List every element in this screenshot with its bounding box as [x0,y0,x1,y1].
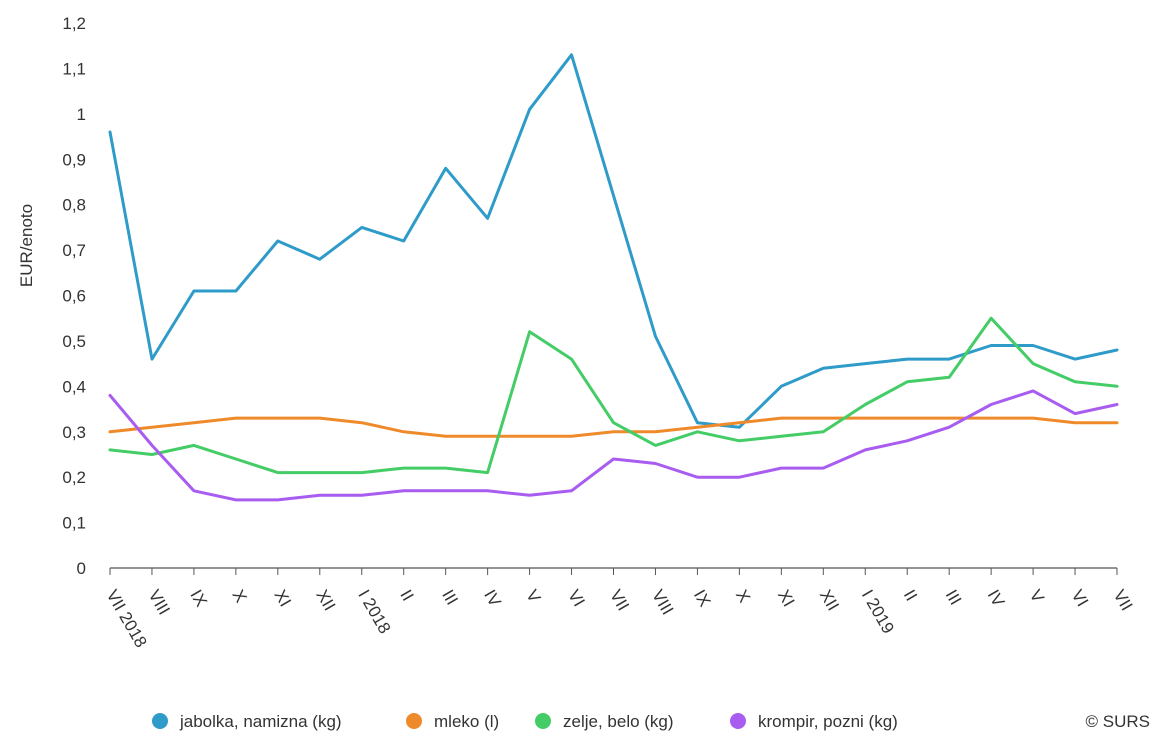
y-tick-label: 0,1 [62,514,86,533]
credit-label: © SURS [1086,712,1150,731]
legend-marker [730,713,746,729]
y-tick-label: 0,5 [62,332,86,351]
y-tick-label: 1,2 [62,14,86,33]
x-tick-label: II [396,587,417,605]
series-lines [108,53,1119,502]
x-tick-label: III [438,587,462,609]
x-tick-label: IV [984,587,1009,611]
x-tick-label: V [1026,587,1048,607]
x-tick-label: VII [606,587,633,615]
x-tick-label: III [942,587,966,609]
legend-item[interactable]: jabolka, namizna (kg) [152,712,342,731]
legend-item[interactable]: zelje, belo (kg) [535,712,674,731]
x-tick-label: IX [186,587,210,610]
x-tick-label: IV [480,587,505,611]
series-line [108,316,1119,475]
x-tick-label: X [732,587,754,606]
y-tick-label: 0,8 [62,196,86,215]
y-tick-label: 0 [77,559,86,578]
x-tick-label: VI [1068,587,1092,610]
x-tick-label: XII [312,587,339,615]
y-tick-label: 0,2 [62,468,86,487]
x-tick-label: II [900,587,921,605]
y-tick-label: 0,9 [62,150,86,169]
legend-label: jabolka, namizna (kg) [179,712,342,731]
x-tick-label: XI [774,587,798,610]
y-tick-label: 0,7 [62,241,86,260]
x-tick-label: XI [270,587,294,610]
legend[interactable]: jabolka, namizna (kg) mleko (l) zelje, bel… [152,712,898,731]
y-tick-label: 1,1 [62,59,86,78]
y-axis-title: EUR/enoto [17,204,36,287]
legend-marker [406,713,422,729]
series-line [108,416,1119,438]
legend-item[interactable]: krompir, pozni (kg) [730,712,898,731]
legend-label: zelje, belo (kg) [563,712,674,731]
x-tick-label: VIII [648,587,677,619]
x-tick-label: X [228,587,250,606]
x-tick-label: VII [1110,587,1137,615]
legend-label: krompir, pozni (kg) [758,712,898,731]
x-tick-label: V [522,587,544,607]
x-tick-label: VII 2018 [103,587,151,651]
x-tick-label: VIII [144,587,173,619]
x-tick-label: I 2018 [354,587,394,637]
x-tick-label: VI [564,587,588,610]
legend-label: mleko (l) [434,712,499,731]
x-tick-label: IX [690,587,714,610]
legend-marker [535,713,551,729]
x-tick-label: XII [816,587,843,615]
x-tick-label: I 2019 [858,587,898,637]
legend-marker [152,713,168,729]
y-tick-label: 0,3 [62,423,86,442]
legend-item[interactable]: mleko (l) [406,712,499,731]
axes [109,567,1118,575]
y-tick-label: 0,4 [62,377,86,396]
y-tick-label: 0,6 [62,287,86,306]
y-axis-ticks: 0 0,1 0,2 0,3 0,4 0,5 0,6 0,7 0,8 0,9 1 1,1 1,2 [62,14,86,578]
series-line [108,53,1119,429]
series-line [108,389,1119,502]
y-tick-label: 1 [77,105,86,124]
